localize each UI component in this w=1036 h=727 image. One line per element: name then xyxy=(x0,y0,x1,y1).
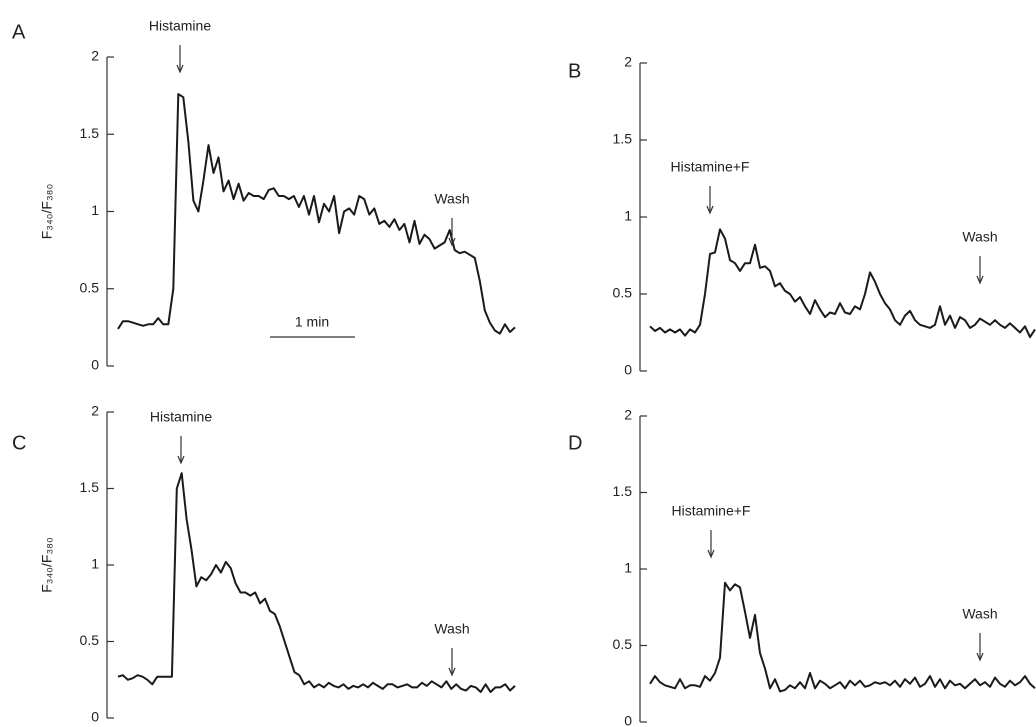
annotation: Histamine+F xyxy=(671,159,750,175)
arrow-head xyxy=(448,667,456,677)
y-tick-label: 1 xyxy=(91,556,99,572)
y-tick-label: 0 xyxy=(624,713,632,727)
scale-bar-label: 1 min xyxy=(295,314,329,330)
y-tick-label: 1 xyxy=(624,208,632,224)
y-tick-label: 1.5 xyxy=(80,125,100,141)
y-tick-label: 2 xyxy=(91,403,99,419)
y-axis-label: F₃₄₀/F₃₈₀ xyxy=(39,184,55,240)
y-tick-label: 2 xyxy=(624,407,632,423)
panel-label: C xyxy=(12,432,26,454)
y-tick-label: 1.5 xyxy=(80,479,100,495)
annotation: Wash xyxy=(962,229,997,245)
y-tick-label: 1 xyxy=(624,560,632,576)
annotation: Histamine+F xyxy=(672,503,751,519)
y-tick-label: 0.5 xyxy=(613,636,633,652)
annotation: Histamine xyxy=(150,409,212,425)
trace xyxy=(117,93,516,335)
y-tick-label: 0.5 xyxy=(613,285,633,301)
trace xyxy=(649,228,1036,339)
arrow-head xyxy=(176,64,184,74)
y-tick-label: 0.5 xyxy=(80,279,100,295)
y-tick-label: 0.5 xyxy=(80,632,100,648)
y-tick-label: 1 xyxy=(91,202,99,218)
annotation: Wash xyxy=(962,606,997,622)
annotation: Wash xyxy=(434,621,469,637)
trace xyxy=(117,472,516,693)
arrow-head xyxy=(177,455,185,465)
trace xyxy=(649,581,1036,693)
y-axis-label: F₃₄₀/F₃₈₀ xyxy=(39,537,55,593)
annotation: Wash xyxy=(434,191,469,207)
panel-label: D xyxy=(568,432,582,454)
y-tick-label: 2 xyxy=(91,48,99,64)
y-tick-label: 2 xyxy=(624,54,632,70)
arrow-head xyxy=(976,275,984,285)
panel-label: A xyxy=(12,21,26,43)
y-tick-label: 1.5 xyxy=(613,131,633,147)
panel-label: B xyxy=(568,60,581,82)
y-tick-label: 0 xyxy=(91,709,99,725)
annotation: Histamine xyxy=(149,18,211,34)
y-tick-label: 0 xyxy=(624,362,632,378)
arrow-head xyxy=(706,205,714,215)
y-tick-label: 1.5 xyxy=(613,483,633,499)
arrow-head xyxy=(448,237,456,247)
arrow-head xyxy=(976,652,984,662)
y-tick-label: 0 xyxy=(91,357,99,373)
arrow-head xyxy=(707,549,715,559)
